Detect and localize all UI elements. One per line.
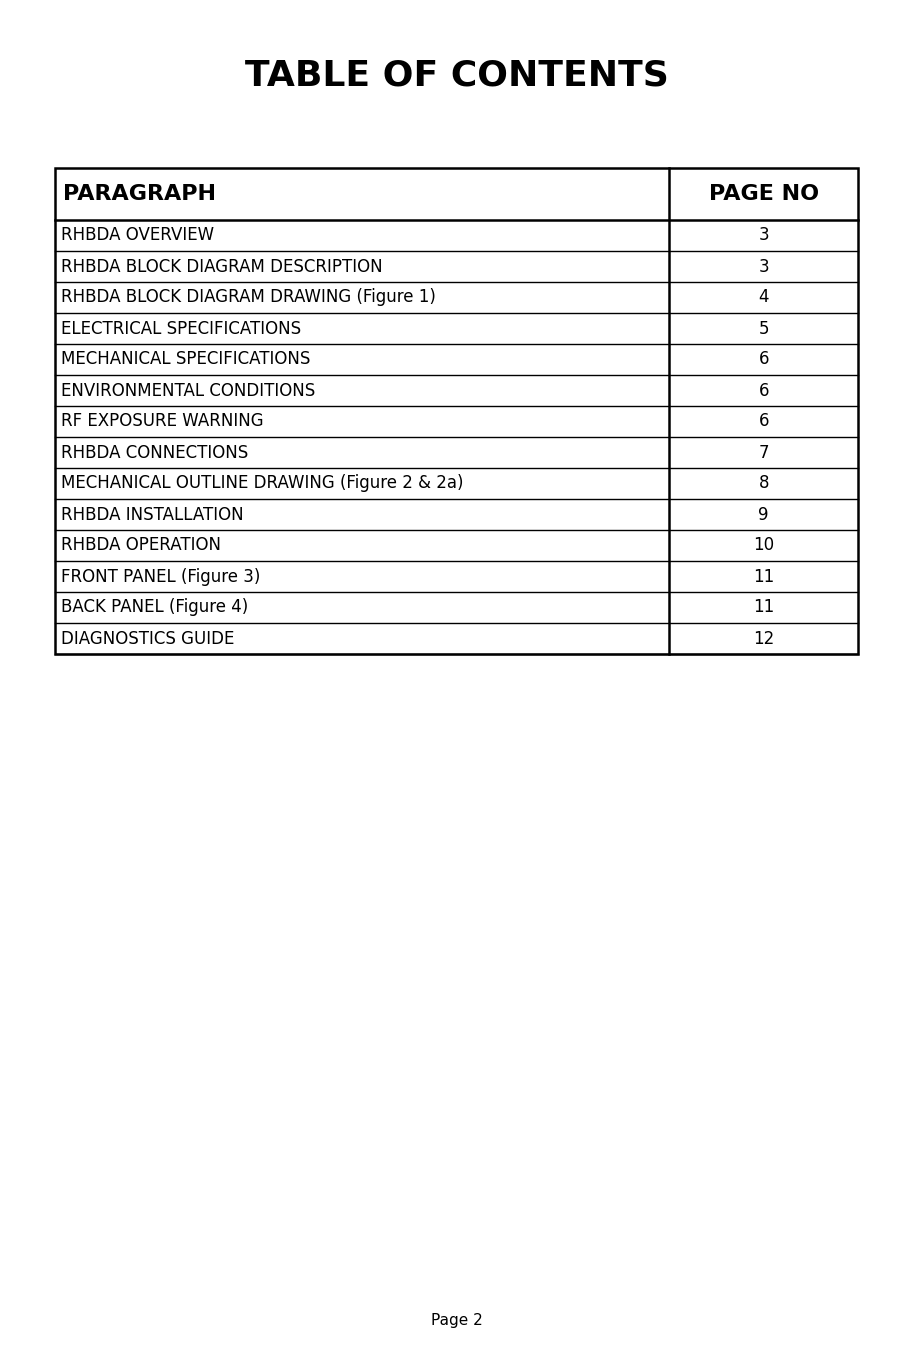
Bar [55, 168, 858, 654]
Text: FRONT PANEL (Figure 3): FRONT PANEL (Figure 3) [61, 568, 260, 586]
Text: 9: 9 [759, 506, 769, 523]
Text: ELECTRICAL SPECIFICATIONS: ELECTRICAL SPECIFICATIONS [61, 320, 301, 338]
Text: RHBDA BLOCK DIAGRAM DESCRIPTION: RHBDA BLOCK DIAGRAM DESCRIPTION [61, 258, 383, 275]
Text: DIAGNOSTICS GUIDE: DIAGNOSTICS GUIDE [61, 629, 234, 648]
Text: 4: 4 [759, 289, 769, 306]
Text: RHBDA BLOCK DIAGRAM DRAWING (Figure 1): RHBDA BLOCK DIAGRAM DRAWING (Figure 1) [61, 289, 436, 306]
Text: MECHANICAL SPECIFICATIONS: MECHANICAL SPECIFICATIONS [61, 350, 311, 369]
Text: 3: 3 [759, 258, 769, 275]
Text: Page 2: Page 2 [431, 1313, 483, 1328]
Text: 8: 8 [759, 475, 769, 492]
Text: BACK PANEL (Figure 4): BACK PANEL (Figure 4) [61, 598, 249, 617]
Text: PARAGRAPH: PARAGRAPH [63, 184, 216, 203]
Text: 3: 3 [759, 226, 769, 244]
Text: 6: 6 [759, 381, 769, 400]
Text: RHBDA OVERVIEW: RHBDA OVERVIEW [61, 226, 214, 244]
Text: 10: 10 [753, 537, 774, 555]
Text: 7: 7 [759, 443, 769, 461]
Text: RHBDA OPERATION: RHBDA OPERATION [61, 537, 221, 555]
Text: RHBDA CONNECTIONS: RHBDA CONNECTIONS [61, 443, 249, 461]
Text: 11: 11 [753, 568, 774, 586]
Text: TABLE OF CONTENTS: TABLE OF CONTENTS [245, 58, 669, 92]
Text: RF EXPOSURE WARNING: RF EXPOSURE WARNING [61, 412, 263, 430]
Text: RHBDA INSTALLATION: RHBDA INSTALLATION [61, 506, 244, 523]
Text: 5: 5 [759, 320, 769, 338]
Text: PAGE NO: PAGE NO [708, 184, 819, 203]
Text: 6: 6 [759, 412, 769, 430]
Text: 6: 6 [759, 350, 769, 369]
Text: 12: 12 [753, 629, 774, 648]
Text: 11: 11 [753, 598, 774, 617]
Text: MECHANICAL OUTLINE DRAWING (Figure 2 & 2a): MECHANICAL OUTLINE DRAWING (Figure 2 & 2… [61, 475, 463, 492]
Text: ENVIRONMENTAL CONDITIONS: ENVIRONMENTAL CONDITIONS [61, 381, 315, 400]
